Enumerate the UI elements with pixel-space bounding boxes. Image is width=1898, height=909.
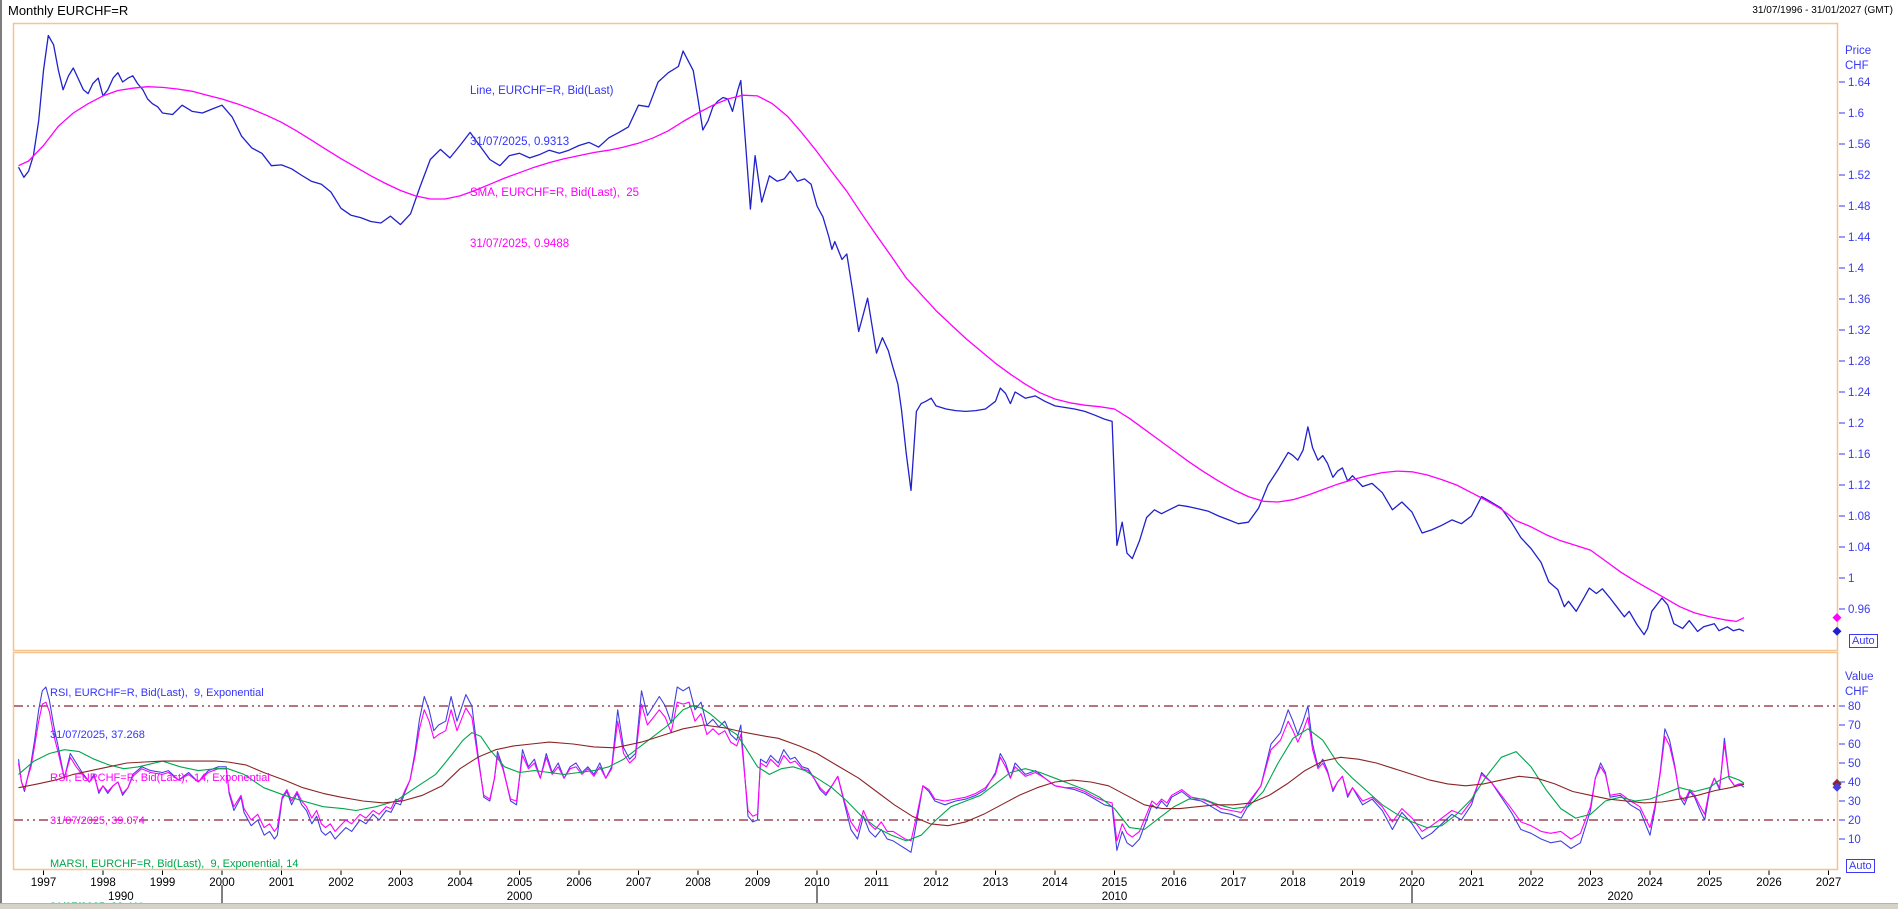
price-panel-legend: Line, EURCHF=R, Bid(Last) 31/07/2025, 0.… — [470, 49, 639, 287]
current-price-marker — [1832, 626, 1842, 636]
price-axis-tick-label: 1.32 — [1848, 325, 1870, 337]
legend-line-sma: SMA, EURCHF=R, Bid(Last), 25 — [470, 187, 640, 199]
value-axis-title-line2: CHF — [1845, 686, 1869, 698]
year-label: 2022 — [1518, 877, 1544, 889]
price-axis-tick-label: 1.28 — [1848, 356, 1870, 368]
value-axis-title-line1: Value — [1845, 671, 1874, 683]
price-axis-tick-label: 1.36 — [1848, 294, 1870, 306]
price-value-axis[interactable] — [1838, 24, 1898, 650]
year-label: 2007 — [626, 877, 652, 889]
rsi-axis-tick-label: 20 — [1848, 815, 1861, 827]
year-label: 2014 — [1042, 877, 1068, 889]
decade-label: 2000 — [507, 891, 533, 903]
year-label: 2021 — [1459, 877, 1485, 889]
rsi9-line — [17, 686, 1745, 853]
price-axis-tick-label: 1.52 — [1848, 170, 1870, 182]
price-plot-area[interactable] — [14, 24, 1837, 650]
year-label: 1997 — [31, 877, 57, 889]
legend-line-price: Line, EURCHF=R, Bid(Last) — [470, 85, 614, 97]
year-label: 2015 — [1102, 877, 1128, 889]
sma-line — [18, 86, 1745, 623]
year-label: 2020 — [1399, 877, 1425, 889]
year-label: 1999 — [150, 877, 176, 889]
price-axis-tick-label: 1.08 — [1848, 511, 1870, 523]
window-left-border — [0, 0, 2, 909]
status-strip — [0, 903, 1898, 909]
rsi-axis-tick-label: 80 — [1848, 701, 1861, 713]
year-label: 2013 — [983, 877, 1009, 889]
year-label: 2001 — [269, 877, 295, 889]
price-axis-tick-label: 1.2 — [1848, 418, 1864, 430]
chart-title: Monthly EURCHF=R — [8, 3, 129, 18]
legend-value-rsi9: 31/07/2025, 37.268 — [50, 729, 145, 742]
year-label: 2026 — [1756, 877, 1782, 889]
decade-label: 1990 — [108, 891, 134, 903]
rsi-axis-tick-label: 60 — [1848, 739, 1861, 751]
year-label: 2024 — [1637, 877, 1663, 889]
year-label: 2006 — [566, 877, 592, 889]
price-axis-title: Price CHF — [1845, 44, 1871, 74]
year-label: 2009 — [745, 877, 771, 889]
year-label: 2023 — [1578, 877, 1604, 889]
legend-value-sma: 31/07/2025, 0.9488 — [470, 238, 570, 250]
year-label: 2000 — [209, 877, 235, 889]
year-label: 2002 — [328, 877, 354, 889]
legend-value-price: 31/07/2025, 0.9313 — [470, 136, 570, 148]
year-label: 2005 — [507, 877, 533, 889]
price-axis-auto-button[interactable]: Auto — [1849, 634, 1878, 648]
year-label: 2004 — [447, 877, 473, 889]
rsi-axis-tick-label: 50 — [1848, 758, 1861, 770]
rsi14-line — [17, 701, 1745, 842]
year-label: 2016 — [1161, 877, 1187, 889]
legend-line-rsi14: RSI, EURCHF=R, Bid(Last), 14, Exponentia… — [50, 772, 270, 785]
rsi-axis-tick-label: 30 — [1848, 796, 1861, 808]
price-axis-tick-label: 1.64 — [1848, 77, 1871, 89]
price-axis-title-line1: Price — [1845, 45, 1872, 57]
current-rsi9-marker — [1832, 782, 1842, 792]
rsi-panel-border — [12, 651, 1839, 871]
decade-label: 2010 — [1102, 891, 1128, 903]
price-axis-tick-label: 1.04 — [1848, 542, 1871, 554]
price-axis-tick-label: 0.96 — [1848, 604, 1870, 616]
price-axis-tick-label: 1.6 — [1848, 108, 1864, 120]
year-label: 2010 — [804, 877, 830, 889]
price-axis-tick-label: 1.44 — [1848, 232, 1871, 244]
year-label: 2003 — [388, 877, 414, 889]
decade-label: 2020 — [1607, 891, 1633, 903]
date-range-label: 31/07/1996 - 31/01/2027 (GMT) — [1752, 5, 1893, 16]
year-label: 2011 — [864, 877, 889, 889]
price-axis-title-line2: CHF — [1845, 60, 1869, 72]
price-axis-tick-label: 1 — [1848, 573, 1854, 585]
price-axis-tick-label: 1.24 — [1848, 387, 1871, 399]
price-line — [17, 34, 1745, 636]
price-axis-tick-label: 1.16 — [1848, 449, 1870, 461]
value-axis-auto-button[interactable]: Auto — [1846, 859, 1875, 873]
legend-value-rsi14: 31/07/2025, 39.074 — [50, 815, 145, 828]
current-sma-marker — [1832, 613, 1842, 623]
price-axis-tick-label: 1.48 — [1848, 201, 1870, 213]
price-panel-border — [12, 22, 1839, 652]
rsi-axis-tick-label: 10 — [1848, 834, 1861, 846]
year-label: 2019 — [1340, 877, 1366, 889]
legend-line-marsi9: MARSI, EURCHF=R, Bid(Last), 9, Exponenti… — [50, 858, 299, 871]
year-label: 1998 — [90, 877, 116, 889]
rsi-panel-legend: RSI, EURCHF=R, Bid(Last), 9, Exponential… — [50, 657, 305, 909]
rsi-axis-tick-label: 70 — [1848, 720, 1861, 732]
rsi-axis-tick-label: 40 — [1848, 777, 1861, 789]
price-axis-tick-label: 1.12 — [1848, 480, 1870, 492]
year-label: 2018 — [1280, 877, 1306, 889]
year-label: 2027 — [1816, 877, 1842, 889]
value-axis-title: Value CHF — [1845, 670, 1874, 700]
year-label: 2012 — [923, 877, 949, 889]
price-axis-tick-label: 1.4 — [1848, 263, 1865, 275]
legend-line-rsi9: RSI, EURCHF=R, Bid(Last), 9, Exponential — [50, 686, 264, 699]
marsi14-line — [18, 724, 1745, 827]
year-label: 2017 — [1221, 877, 1247, 889]
year-label: 2008 — [685, 877, 711, 889]
price-axis-tick-label: 1.56 — [1848, 139, 1870, 151]
marsi9-line — [18, 705, 1745, 842]
year-label: 2025 — [1697, 877, 1723, 889]
